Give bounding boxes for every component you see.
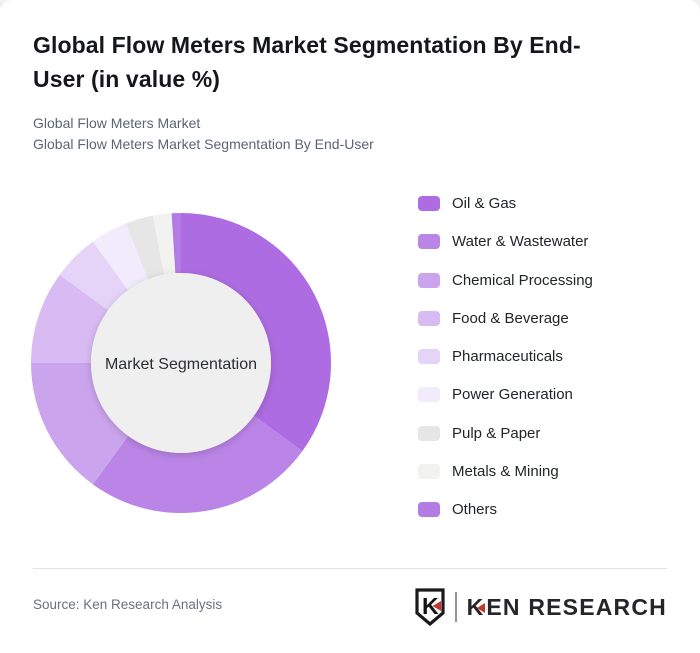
- legend-swatch-power-generation: [418, 387, 440, 403]
- donut-segment-oil-gas: [181, 213, 331, 452]
- legend-label-power-generation: Power Generation: [452, 386, 573, 404]
- legend-label-metals-mining: Metals & Mining: [452, 463, 559, 481]
- legend-label-pharmaceuticals: Pharmaceuticals: [452, 348, 563, 366]
- legend-swatch-chemical-processing: [418, 272, 440, 288]
- legend-item-food-beverage: Food & Beverage: [418, 309, 593, 327]
- legend-item-chemical-processing: Chemical Processing: [418, 271, 593, 289]
- legend-item-oil-gas: Oil & Gas: [418, 195, 593, 212]
- logo-wordmark: K EN RESEARCH: [467, 594, 667, 621]
- legend-swatch-food-beverage: [418, 310, 440, 326]
- legend-item-power-generation: Power Generation: [418, 386, 593, 404]
- logo-shield-triangle-icon: [432, 601, 441, 611]
- legend-item-pharmaceuticals: Pharmaceuticals: [418, 348, 593, 366]
- legend-item-pulp-paper: Pulp & Paper: [418, 424, 593, 442]
- donut-segment-chemical-processing: [31, 363, 129, 485]
- donut-segment-pulp-paper: [125, 215, 165, 280]
- page-title-line-1: Global Flow Meters Market Segmentation B…: [33, 32, 581, 58]
- subtitle-line-1: Global Flow Meters Market: [33, 115, 201, 131]
- donut-segment-pharmaceuticals: [59, 241, 129, 311]
- legend-label-oil-gas: Oil & Gas: [452, 195, 517, 212]
- legend-swatch-pulp-paper: [418, 425, 440, 441]
- legend-item-others: Others: [418, 501, 593, 519]
- donut-segment-power-generation: [92, 223, 148, 291]
- legend-item-water-wastewater: Water & Wastewater: [418, 233, 593, 251]
- donut-segment-water-wastewater: [92, 415, 303, 513]
- donut-center-circle: [91, 273, 271, 453]
- legend-label-food-beverage: Food & Beverage: [452, 309, 569, 327]
- page-title: Global Flow Meters Market Segmentation B…: [33, 28, 663, 96]
- logo-divider: [454, 592, 457, 622]
- legend-swatch-pharmaceuticals: [418, 349, 440, 365]
- donut-segment-metals-mining: [152, 213, 176, 275]
- logo-wordmark-k: K: [466, 593, 485, 620]
- legend-label-water-wastewater: Water & Wastewater: [452, 233, 589, 251]
- legend-label-pulp-paper: Pulp & Paper: [452, 424, 541, 442]
- legend-swatch-metals-mining: [418, 464, 440, 480]
- chart-subtitle: Global Flow Meters Market Global Flow Me…: [33, 113, 374, 155]
- donut-segment-others: [171, 213, 181, 274]
- footer-divider: [33, 568, 667, 569]
- legend-label-chemical-processing: Chemical Processing: [452, 271, 593, 289]
- legend-swatch-water-wastewater: [418, 234, 440, 250]
- logo-red-triangle-icon: [477, 603, 486, 613]
- legend-label-others: Others: [452, 501, 498, 519]
- chart-legend: Oil & Gas Water & Wastewater Chemical Proc…: [418, 195, 593, 541]
- donut-center-label: Market Segmentation: [105, 356, 257, 373]
- logo-shield-letter: K: [422, 593, 439, 619]
- donut-chart: Market Segmentation: [31, 213, 331, 513]
- ken-research-logo: K K EN RESEARCH: [414, 588, 667, 626]
- page-title-line-2: User (in value %): [33, 66, 221, 92]
- logo-shield-icon: K: [414, 588, 445, 626]
- legend-item-metals-mining: Metals & Mining: [418, 463, 593, 481]
- subtitle-line-2: Global Flow Meters Market Segmentation B…: [33, 136, 374, 152]
- source-text: Source: Ken Research Analysis: [33, 597, 223, 612]
- donut-segment-food-beverage: [31, 274, 109, 363]
- logo-wordmark-rest: EN RESEARCH: [486, 593, 667, 620]
- legend-swatch-oil-gas: [418, 196, 440, 211]
- legend-swatch-others: [418, 502, 440, 518]
